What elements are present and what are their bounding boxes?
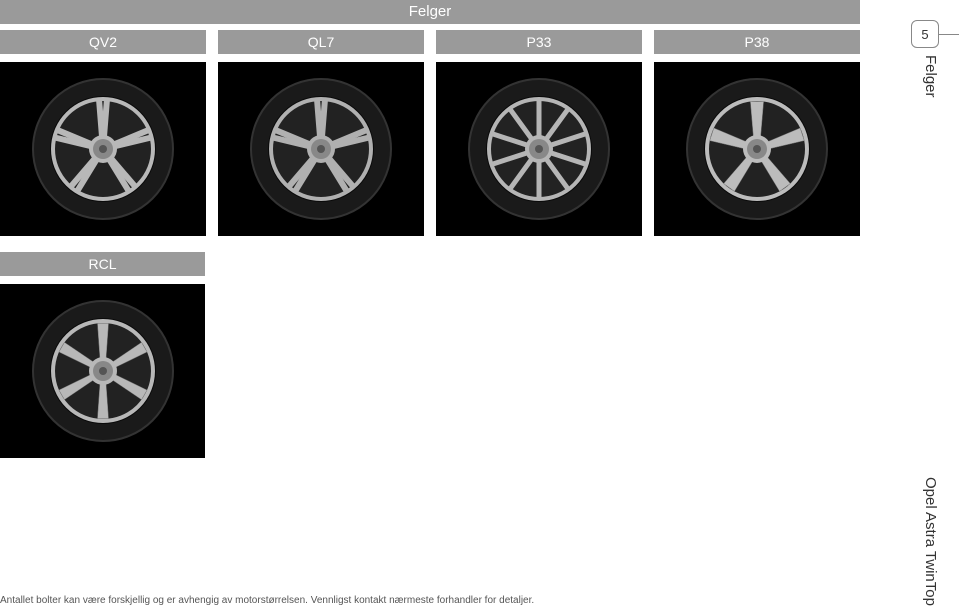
wheel-code-label: P38 bbox=[654, 30, 860, 54]
wheel-image bbox=[0, 62, 206, 236]
wheel-image bbox=[218, 62, 424, 236]
page-number-connector bbox=[939, 34, 959, 35]
wheel-cell: QL7 bbox=[218, 30, 424, 236]
side-label-section: Felger bbox=[922, 55, 939, 98]
wheel-code-label: QL7 bbox=[218, 30, 424, 54]
wheel-cell: QV2 bbox=[0, 30, 206, 236]
wheel-cell: RCL bbox=[0, 252, 205, 458]
wheel-code-label: RCL bbox=[0, 252, 205, 276]
wheel-image bbox=[436, 62, 642, 236]
wheel-row-2: RCL bbox=[0, 252, 205, 458]
wheel-cell: P38 bbox=[654, 30, 860, 236]
page-number: 5 bbox=[911, 20, 939, 48]
section-header: Felger bbox=[0, 0, 860, 24]
wheel-image bbox=[0, 284, 205, 458]
wheel-cell: P33 bbox=[436, 30, 642, 236]
wheel-row-1: QV2 QL7 P33 P38 bbox=[0, 30, 860, 236]
wheel-image bbox=[654, 62, 860, 236]
wheel-code-label: QV2 bbox=[0, 30, 206, 54]
footnote-text: Antallet bolter kan være forskjellig og … bbox=[0, 595, 534, 606]
wheel-code-label: P33 bbox=[436, 30, 642, 54]
side-label-model: Opel Astra TwinTop bbox=[922, 477, 939, 606]
